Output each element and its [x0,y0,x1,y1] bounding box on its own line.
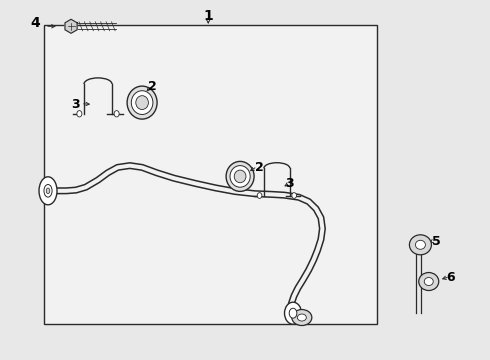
Ellipse shape [292,193,296,198]
Ellipse shape [292,310,312,325]
Ellipse shape [114,111,119,117]
Ellipse shape [285,302,301,324]
Text: 2: 2 [147,80,156,93]
Ellipse shape [46,188,50,194]
Ellipse shape [39,177,57,205]
Ellipse shape [230,166,250,187]
Text: 7: 7 [287,312,296,325]
Ellipse shape [297,314,306,321]
Text: 3: 3 [72,98,80,111]
Text: 4: 4 [30,17,40,30]
Ellipse shape [127,86,157,119]
Ellipse shape [424,278,433,285]
Ellipse shape [44,184,52,197]
Ellipse shape [136,96,148,109]
Text: 3: 3 [285,177,294,190]
Bar [44,25,377,324]
Text: 1: 1 [203,9,213,23]
Text: 2: 2 [255,161,264,174]
Ellipse shape [226,161,254,192]
Ellipse shape [289,308,297,318]
Text: 5: 5 [432,235,441,248]
Ellipse shape [131,91,153,114]
Ellipse shape [77,111,82,117]
Ellipse shape [257,193,262,198]
Text: 6: 6 [446,271,455,284]
Ellipse shape [419,273,439,291]
Polygon shape [65,19,77,33]
Ellipse shape [416,240,425,249]
Ellipse shape [234,170,246,183]
Ellipse shape [410,235,431,255]
